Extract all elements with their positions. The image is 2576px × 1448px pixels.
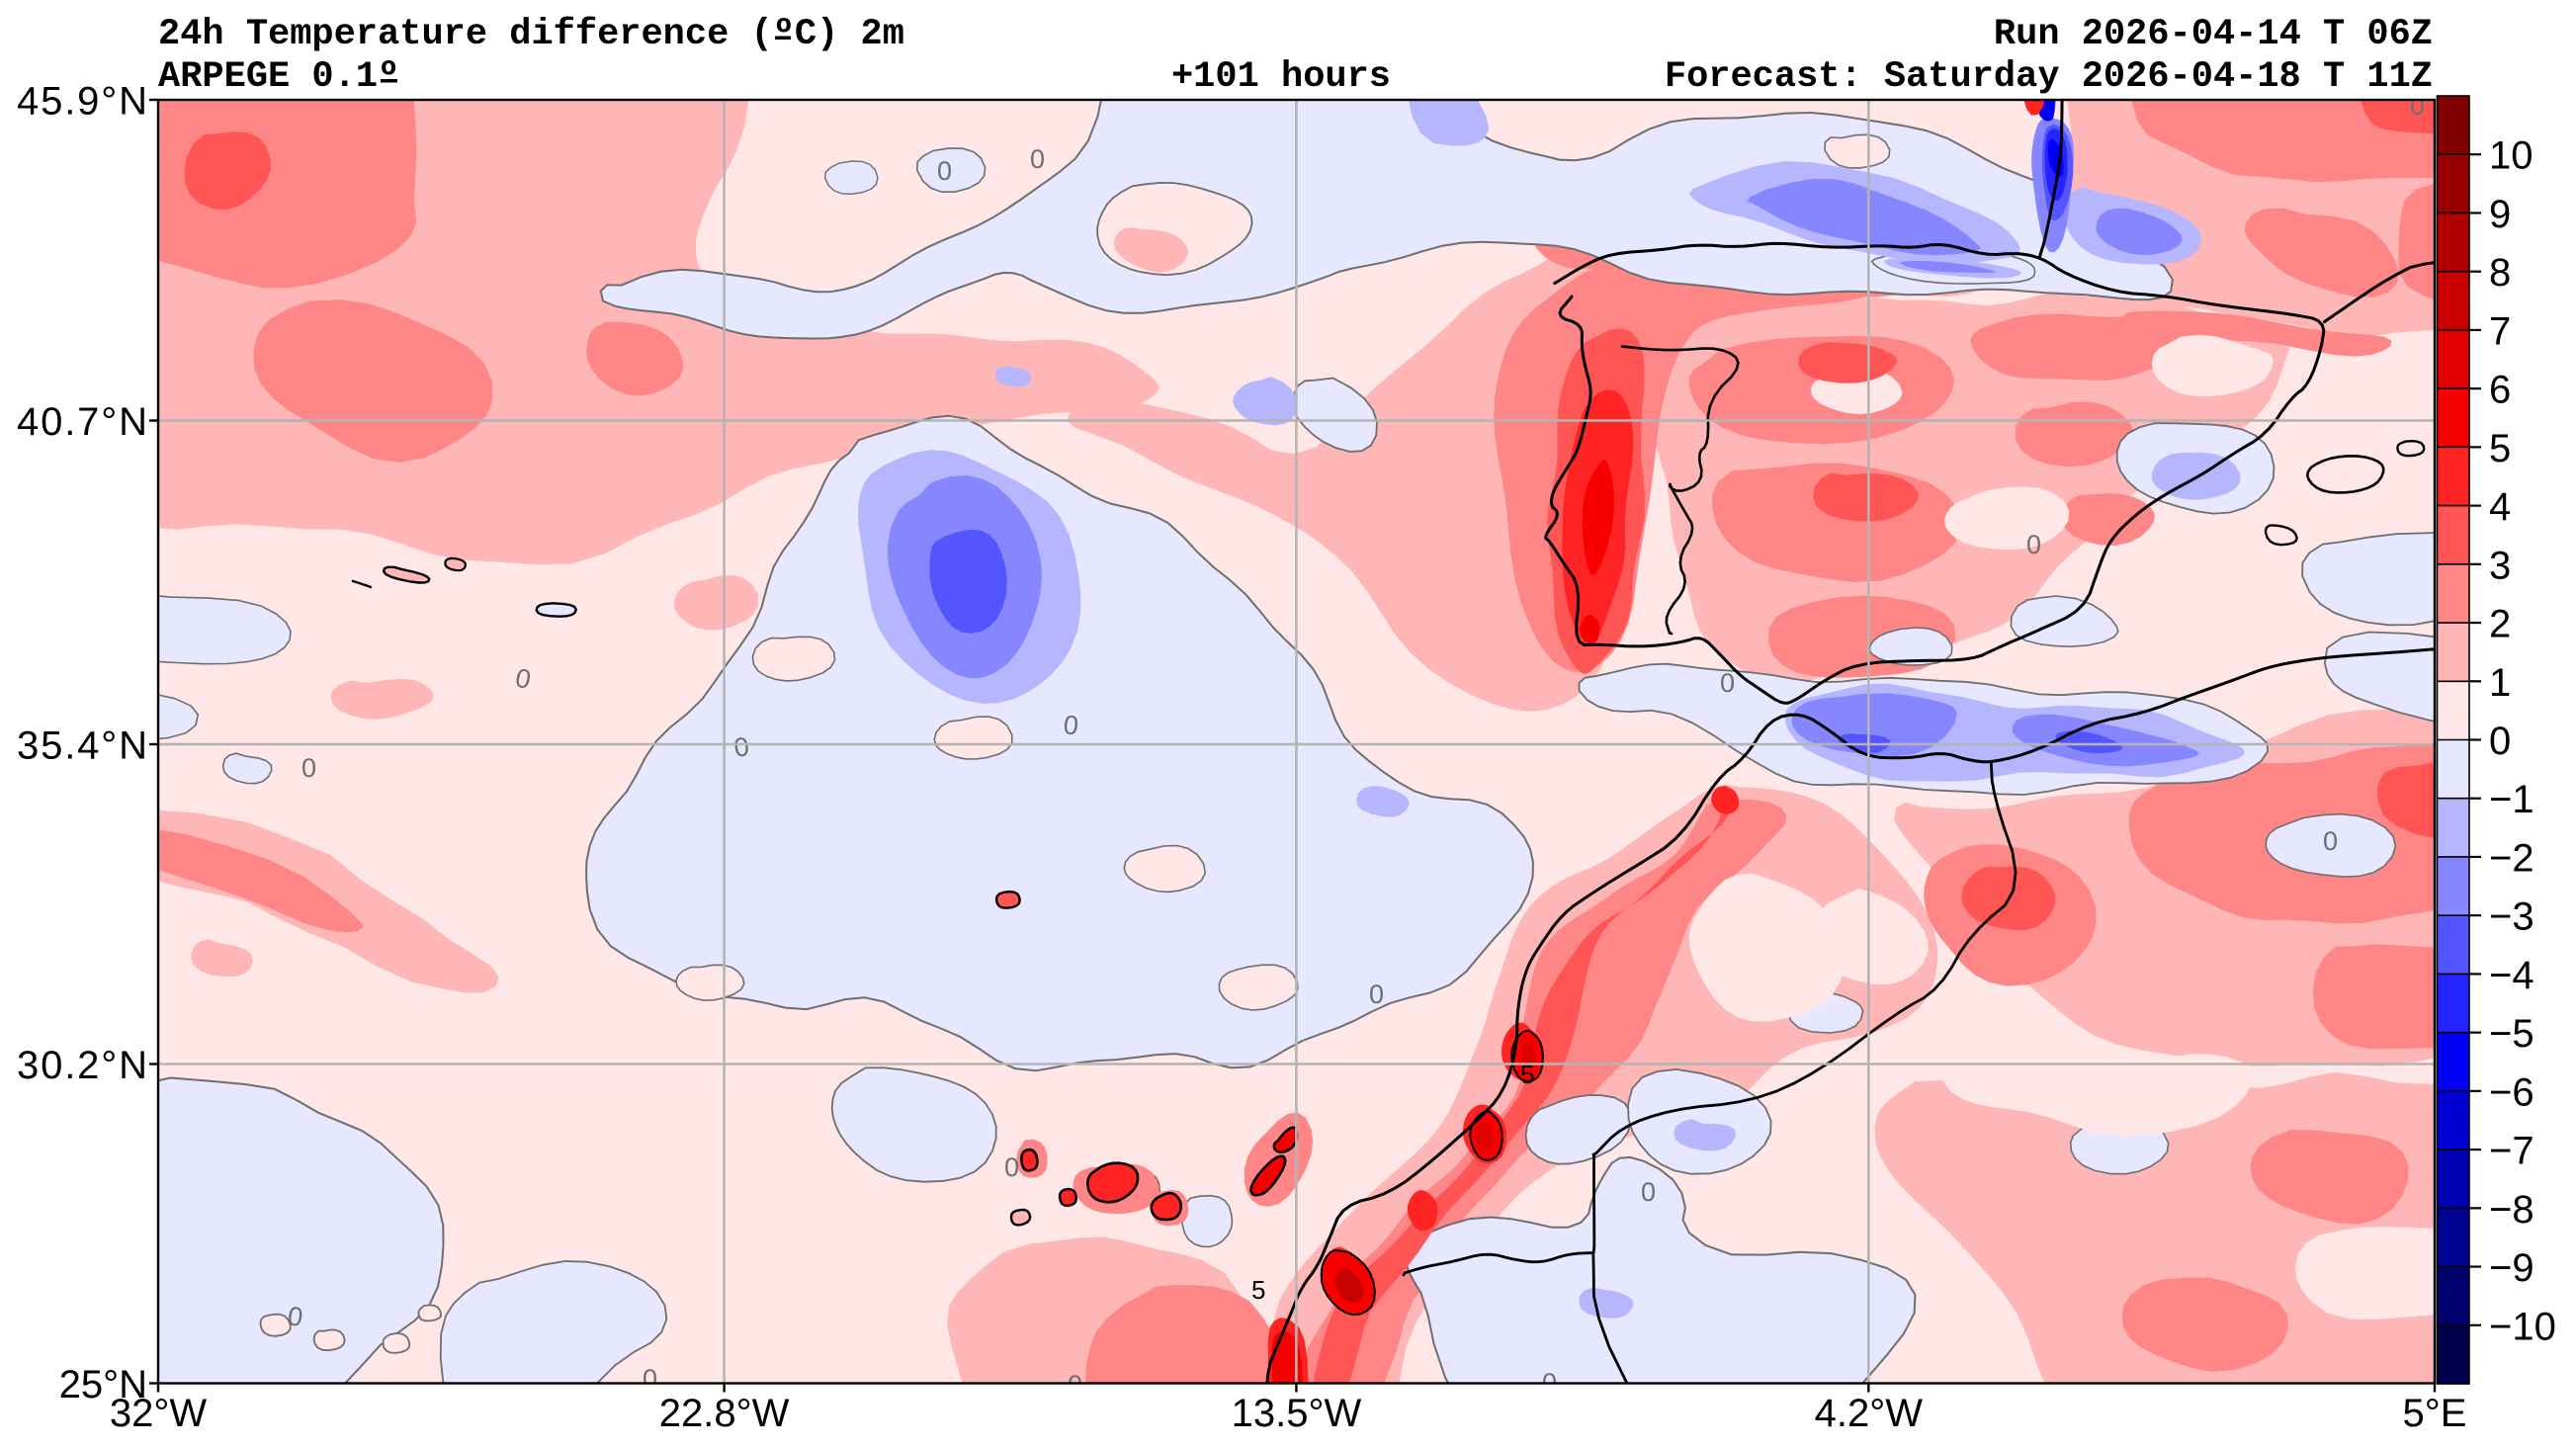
svg-text:0: 0 <box>1641 1177 1656 1207</box>
svg-text:−6: −6 <box>2489 1070 2534 1114</box>
svg-text:0: 0 <box>286 1301 304 1332</box>
svg-text:0: 0 <box>513 663 534 695</box>
svg-text:−7: −7 <box>2489 1130 2534 1173</box>
svg-text:5: 5 <box>1520 1060 1534 1089</box>
svg-text:0: 0 <box>643 1364 657 1394</box>
svg-text:4: 4 <box>2489 485 2511 529</box>
svg-text:30.2°N: 30.2°N <box>17 1044 147 1087</box>
svg-text:25°N: 25°N <box>59 1363 147 1406</box>
svg-text:45.9°N: 45.9°N <box>17 80 147 124</box>
svg-text:−3: −3 <box>2489 895 2534 939</box>
svg-text:0: 0 <box>1068 1370 1082 1400</box>
svg-text:10: 10 <box>2489 134 2533 178</box>
svg-text:0: 0 <box>2323 826 2338 856</box>
svg-text:24h Temperature difference (ºC: 24h Temperature difference (ºC) 2m <box>158 14 904 55</box>
svg-text:35.4°N: 35.4°N <box>17 724 147 768</box>
svg-text:4.2°W: 4.2°W <box>1815 1392 1924 1435</box>
svg-text:6: 6 <box>2489 369 2511 412</box>
svg-text:ARPEGE 0.1º: ARPEGE 0.1º <box>158 56 399 98</box>
svg-text:0: 0 <box>1720 668 1735 698</box>
svg-text:7: 7 <box>2489 309 2511 353</box>
svg-text:0: 0 <box>1030 144 1045 174</box>
svg-text:2: 2 <box>2489 603 2511 646</box>
svg-text:0: 0 <box>1062 710 1079 740</box>
svg-text:−1: −1 <box>2489 778 2534 821</box>
svg-text:13.5°W: 13.5°W <box>1232 1392 1362 1435</box>
svg-text:0: 0 <box>2026 530 2041 559</box>
svg-text:40.7°N: 40.7°N <box>17 400 147 444</box>
svg-text:0: 0 <box>937 156 952 186</box>
svg-text:0: 0 <box>2489 720 2511 763</box>
svg-text:−4: −4 <box>2489 954 2534 997</box>
svg-text:−5: −5 <box>2489 1012 2534 1056</box>
svg-text:−2: −2 <box>2489 836 2534 880</box>
svg-text:+101 hours: +101 hours <box>1171 56 1391 98</box>
svg-text:3: 3 <box>2489 544 2511 587</box>
svg-text:5°E: 5°E <box>2403 1392 2467 1435</box>
svg-text:0: 0 <box>1004 1152 1019 1182</box>
svg-text:22.8°W: 22.8°W <box>659 1392 790 1435</box>
svg-text:0: 0 <box>2410 91 2425 121</box>
svg-text:Forecast: Saturday 2026-04-18: Forecast: Saturday 2026-04-18 T 11Z <box>1665 56 2433 98</box>
svg-text:0: 0 <box>1542 1368 1557 1398</box>
svg-text:1: 1 <box>2489 661 2511 705</box>
svg-text:9: 9 <box>2489 193 2511 236</box>
svg-text:5: 5 <box>1251 1275 1265 1305</box>
svg-text:0: 0 <box>301 753 316 783</box>
svg-text:0: 0 <box>1369 980 1384 1009</box>
svg-text:8: 8 <box>2489 251 2511 295</box>
svg-text:−10: −10 <box>2489 1305 2556 1348</box>
svg-text:0: 0 <box>732 731 751 763</box>
svg-text:Run 2026-04-14 T 06Z: Run 2026-04-14 T 06Z <box>1994 14 2433 55</box>
svg-text:5: 5 <box>2489 427 2511 470</box>
svg-text:−8: −8 <box>2489 1188 2534 1232</box>
svg-text:−9: −9 <box>2489 1246 2534 1290</box>
svg-text:32°W: 32°W <box>110 1392 207 1435</box>
